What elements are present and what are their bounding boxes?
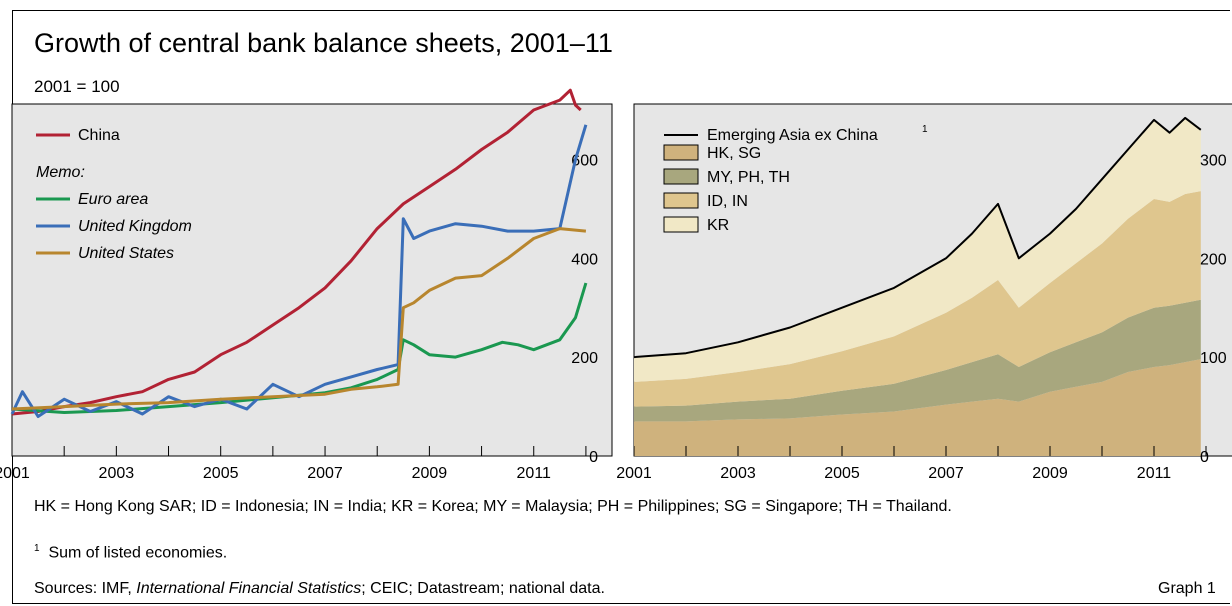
- footnote-mark: 1: [34, 543, 40, 554]
- right-legend-label-id_in: ID, IN: [707, 193, 748, 210]
- footnote: 1 Sum of listed economies.: [34, 543, 227, 562]
- left-legend-label-euro: Euro area: [78, 191, 148, 208]
- left-x-tick-label-4: 2009: [412, 465, 448, 482]
- left-y-tick-1: 200: [571, 350, 598, 367]
- left-legend-memo: Memo:: [36, 164, 85, 181]
- right-legend-sup: 1: [922, 124, 928, 135]
- right-area-hk_sg: [634, 359, 1201, 456]
- left-x-tick-label-2: 2005: [203, 465, 239, 482]
- left-series-uk: [10, 124, 588, 418]
- chart-title: Growth of central bank balance sheets, 2…: [34, 28, 613, 58]
- right-x-tick-label-5: 2011: [1137, 465, 1172, 482]
- chart-subtitle: 2001 = 100: [34, 77, 120, 96]
- left-x-tick-label-1: 2003: [99, 465, 135, 482]
- right-x-tick-label-0: 2001: [616, 465, 652, 482]
- right-legend-swatch-hk_sg: [663, 144, 699, 161]
- right-series-em-line: [633, 116, 1202, 359]
- right-y-tick-2: 200: [1200, 251, 1227, 268]
- sources-suffix: ; CEIC; Datastream; national data.: [361, 580, 605, 597]
- right-legend-swatch-kr: [663, 216, 699, 233]
- right-legend-swatch-id_in: [663, 192, 699, 209]
- left-x-tick-label-3: 2007: [307, 465, 343, 482]
- right-y-tick-0: 0: [1200, 449, 1209, 466]
- sources-italic: International Financial Statistics: [136, 580, 362, 597]
- left-series-euro: [11, 282, 588, 414]
- right-legend-label-em-line: Emerging Asia ex China: [707, 127, 878, 144]
- left-y-tick-3: 600: [571, 152, 598, 169]
- left-legend-label-china: China: [78, 127, 120, 144]
- sources-note: Sources: IMF, International Financial St…: [34, 580, 605, 598]
- left-y-tick-2: 400: [571, 251, 598, 268]
- right-y-tick-3: 300: [1200, 152, 1227, 169]
- left-plot-area: [11, 103, 613, 457]
- right-x-tick-label-2: 2005: [824, 465, 860, 482]
- right-x-tick-label-4: 2009: [1032, 465, 1068, 482]
- footnote-text: Sum of listed economies.: [48, 544, 228, 562]
- right-area-id_in: [634, 191, 1201, 407]
- right-area-kr: [634, 117, 1201, 382]
- left-series-china: [11, 88, 582, 416]
- left-x-tick-label-0: 2001: [0, 465, 30, 482]
- left-legend-label-uk: United Kingdom: [78, 218, 192, 235]
- left-x-tick-label-5: 2011: [517, 465, 552, 482]
- left-y-tick-0: 0: [589, 449, 598, 466]
- graph-number: Graph 1: [1158, 580, 1216, 597]
- left-series-us: [11, 227, 587, 411]
- left-legend-label-us: United States: [78, 245, 174, 262]
- right-x-tick-label-3: 2007: [928, 465, 964, 482]
- right-area-my_ph_th: [634, 299, 1201, 422]
- right-x-tick-label-1: 2003: [720, 465, 756, 482]
- right-y-tick-1: 100: [1200, 350, 1227, 367]
- right-legend-swatch-my_ph_th: [663, 168, 699, 185]
- right-legend-label-hk_sg: HK, SG: [707, 145, 761, 162]
- abbreviations-note: HK = Hong Kong SAR; ID = Indonesia; IN =…: [34, 498, 952, 515]
- sources-prefix: Sources: IMF,: [34, 580, 137, 597]
- right-legend-label-my_ph_th: MY, PH, TH: [707, 169, 790, 186]
- right-legend-label-kr: KR: [707, 217, 729, 234]
